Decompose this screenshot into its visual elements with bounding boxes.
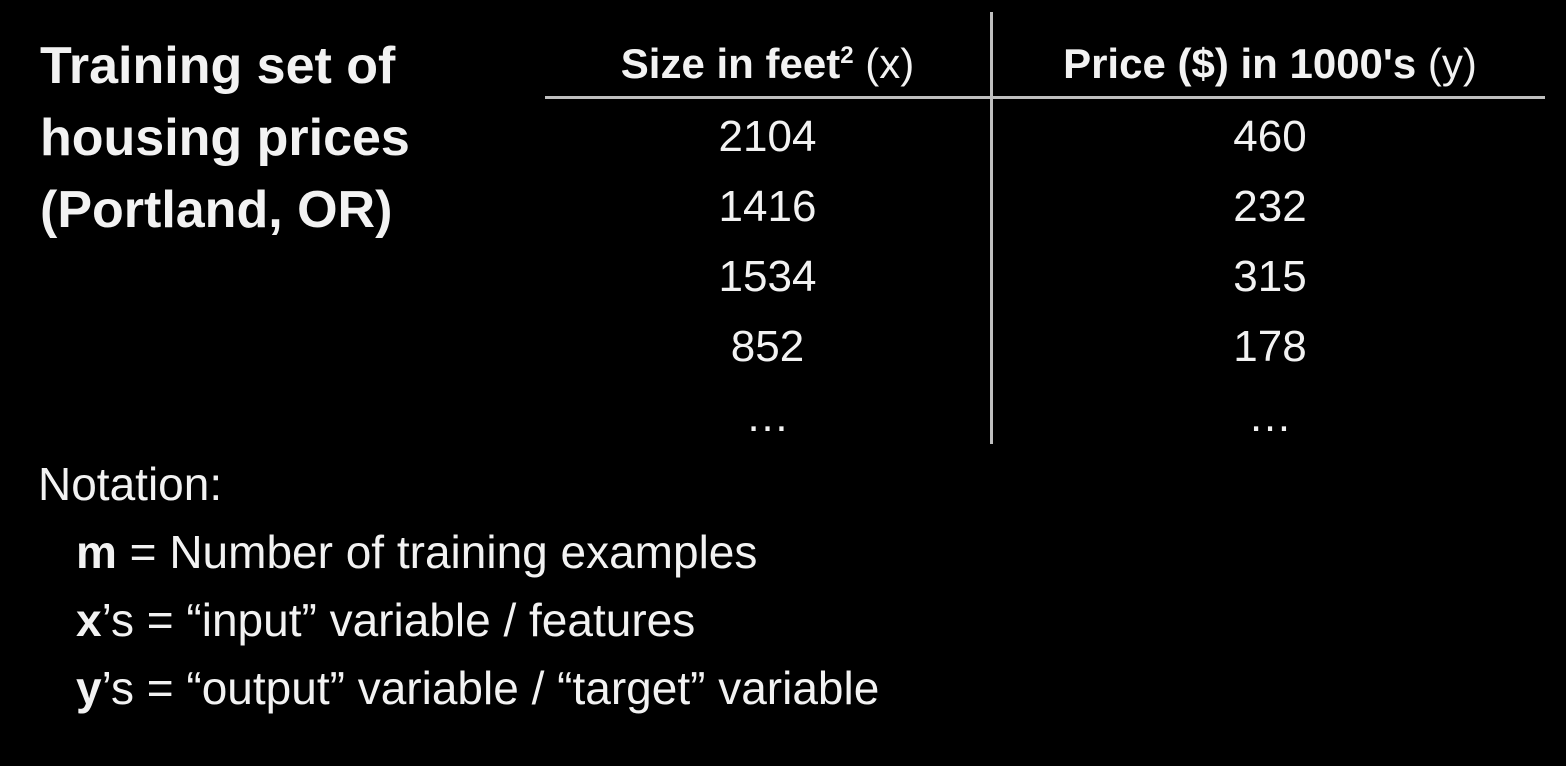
price-header-label: Price ($) in 1000's [1063,40,1416,87]
size-header-variable: (x) [854,40,915,87]
column-header-size: Size in feet2 (x) [545,36,990,92]
price-cell: 460 [995,102,1545,172]
column-header-price: Price ($) in 1000's (y) [995,36,1545,92]
notation-symbol: m [76,526,117,578]
notation-section: Notation: m = Number of training example… [38,450,879,722]
column-divider [990,12,993,444]
notation-text: = Number of training examples [117,526,757,578]
price-column: 460 232 315 178 … [995,102,1545,452]
notation-heading: Notation: [38,450,879,518]
notation-item-x: x’s = “input” variable / features [38,586,879,654]
header-divider [545,96,1545,99]
size-cell: 1416 [545,172,990,242]
price-cell: 178 [995,312,1545,382]
notation-text: ’s = “input” variable / features [102,594,696,646]
price-cell-ellipsis: … [995,382,1545,452]
size-cell: 852 [545,312,990,382]
price-header-variable: (y) [1416,40,1477,87]
notation-symbol: x [76,594,102,646]
training-set-table: Size in feet2 (x) Price ($) in 1000's (y… [545,28,1545,448]
size-cell: 1534 [545,242,990,312]
title-line-2: housing prices [40,102,510,174]
price-cell: 232 [995,172,1545,242]
notation-symbol: y [76,662,102,714]
size-column: 2104 1416 1534 852 … [545,102,990,452]
slide-title: Training set of housing prices (Portland… [40,30,510,246]
size-header-superscript: 2 [840,42,853,69]
title-line-3: (Portland, OR) [40,174,510,246]
notation-item-y: y’s = “output” variable / “target” varia… [38,654,879,722]
size-cell: 2104 [545,102,990,172]
size-cell-ellipsis: … [545,382,990,452]
notation-text: ’s = “output” variable / “target” variab… [102,662,880,714]
notation-item-m: m = Number of training examples [38,518,879,586]
title-line-1: Training set of [40,30,510,102]
price-cell: 315 [995,242,1545,312]
size-header-label: Size in feet [621,40,840,87]
